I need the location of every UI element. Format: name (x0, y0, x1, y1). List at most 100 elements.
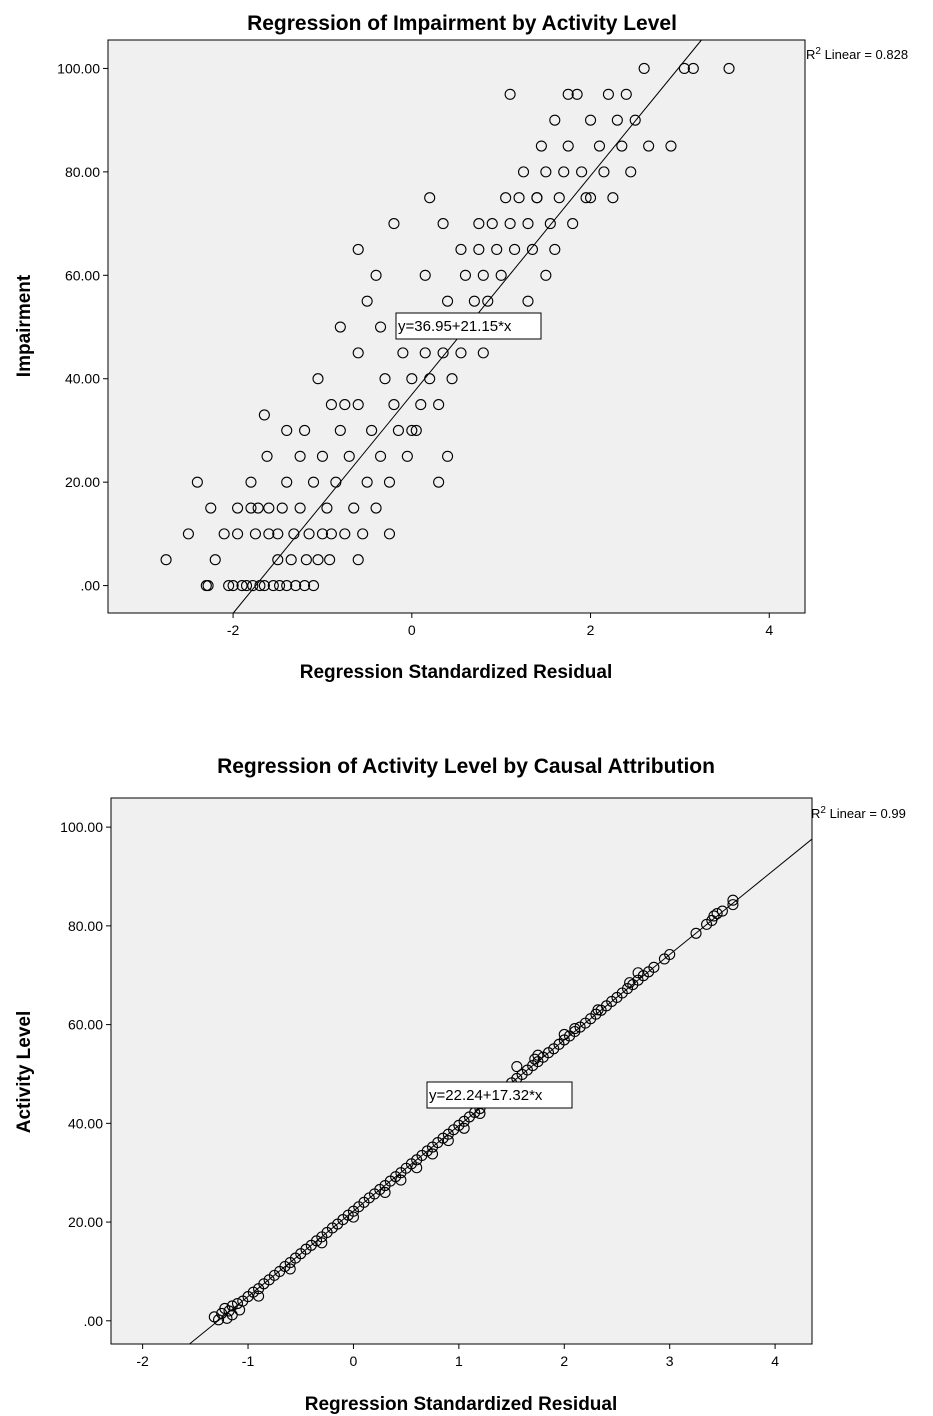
chart-title: Regression of Impairment by Activity Lev… (247, 12, 677, 35)
equation-label: y=36.95+21.15*x (395, 312, 542, 340)
x-tick-label: -2 (136, 1353, 149, 1369)
data-point (339, 399, 351, 411)
y-tick-label: 20.00 (65, 474, 100, 490)
data-point (526, 243, 539, 255)
x-tick-label: 2 (560, 1353, 568, 1369)
chart-impairment-by-activity: Regression of Impairment by Activity Lev… (14, 12, 908, 683)
data-point (553, 192, 565, 204)
data-point (424, 192, 436, 204)
data-point (249, 528, 261, 540)
data-point (160, 554, 172, 566)
data-point (253, 1290, 265, 1302)
data-point (727, 894, 739, 906)
data-point (522, 295, 534, 307)
data-point (664, 948, 676, 961)
data-point (535, 140, 547, 152)
data-point (569, 1022, 581, 1035)
data-point (473, 243, 485, 255)
data-point (711, 907, 723, 920)
equation-label-text: y=22.24+17.32*x (429, 1087, 543, 1104)
data-point (234, 1304, 246, 1316)
data-point (727, 899, 739, 911)
data-point (419, 269, 431, 281)
data-point (272, 554, 284, 566)
data-point (316, 1237, 328, 1249)
x-tick-label: 0 (350, 1353, 358, 1369)
data-point (426, 1148, 439, 1160)
data-point (593, 140, 606, 152)
y-axis-title: Impairment (14, 274, 35, 377)
data-point (352, 243, 364, 255)
r2-prefix: R (811, 806, 820, 821)
data-point (607, 192, 619, 204)
r2-superscript: 2 (820, 805, 826, 816)
data-point (571, 88, 583, 100)
y-tick-label: 20.00 (68, 1214, 103, 1230)
data-point (437, 347, 449, 359)
data-point (321, 502, 333, 514)
data-point (580, 192, 592, 204)
data-point (687, 62, 699, 74)
data-point (324, 554, 336, 566)
data-point (307, 476, 320, 488)
x-tick-label: 2 (587, 622, 595, 638)
x-tick-label: 3 (666, 1353, 674, 1369)
data-point (232, 528, 244, 540)
data-point (723, 62, 735, 74)
data-point (343, 450, 355, 462)
data-point (267, 580, 279, 592)
y-axis: .00 20.00 40.00 60.00 80.00 100.00 (60, 819, 111, 1329)
data-point (258, 409, 270, 421)
data-point (433, 399, 445, 411)
x-tick-label: 1 (455, 1353, 463, 1369)
chart-title: Regression of Activity Level by Causal A… (217, 755, 715, 778)
data-point (437, 218, 449, 230)
data-point (433, 476, 445, 488)
data-point (258, 580, 270, 592)
data-point (370, 502, 382, 514)
data-point (303, 528, 315, 540)
data-point (616, 140, 628, 152)
data-point (415, 399, 427, 411)
data-point (392, 424, 404, 436)
data-point (406, 424, 418, 436)
data-point (205, 502, 217, 514)
data-point (458, 1122, 470, 1134)
data-point (632, 967, 644, 979)
data-point (522, 218, 534, 230)
data-point (240, 580, 253, 592)
equation-label-text: y=36.95+21.15*x (398, 318, 512, 335)
data-point (300, 554, 312, 566)
data-point (252, 502, 264, 514)
data-point (227, 580, 239, 592)
chart-activity-by-causal-attribution: Regression of Activity Level by Causal A… (14, 755, 906, 1415)
data-point (379, 1186, 391, 1198)
x-tick-label: 4 (765, 622, 773, 638)
data-point (567, 218, 579, 230)
data-point (491, 243, 503, 255)
x-tick-label: 4 (771, 1353, 779, 1369)
data-point (290, 580, 302, 592)
data-point (629, 114, 641, 126)
equation-label-box (395, 312, 542, 340)
data-point (549, 243, 561, 255)
points (160, 62, 735, 592)
data-point (276, 502, 288, 514)
data-point (316, 450, 329, 462)
data-point (212, 1314, 225, 1326)
y-tick-label: 100.00 (57, 60, 100, 76)
data-point (500, 192, 512, 204)
data-point (540, 269, 552, 281)
data-point (716, 905, 728, 917)
data-point (281, 580, 293, 592)
data-point (397, 347, 409, 359)
data-point (325, 399, 337, 411)
data-point (294, 450, 306, 462)
data-point (352, 399, 364, 411)
x-tick-label: -1 (242, 1353, 255, 1369)
data-point (549, 114, 561, 126)
data-point (182, 528, 194, 540)
y-tick-label: 60.00 (68, 1017, 103, 1033)
data-point (473, 218, 485, 230)
data-point (576, 166, 588, 178)
